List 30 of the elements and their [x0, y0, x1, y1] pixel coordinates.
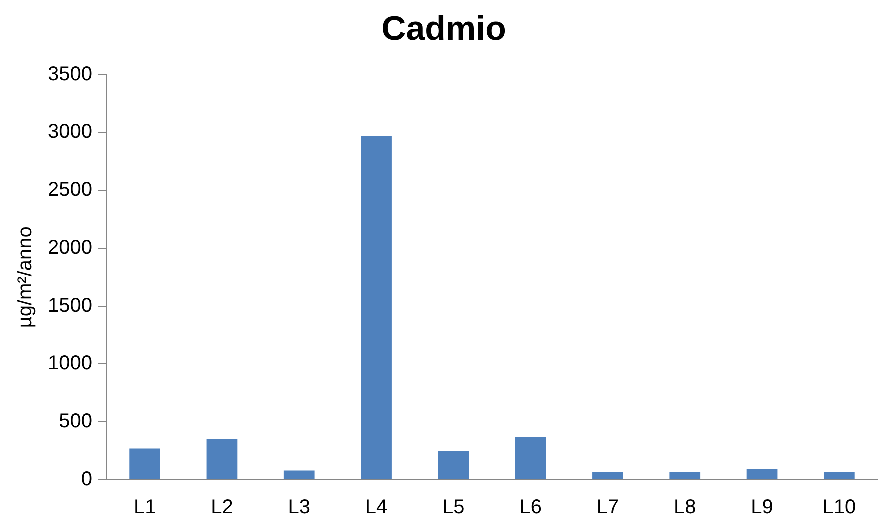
bar [592, 472, 624, 480]
x-tick-label: L7 [596, 496, 620, 519]
x-tick-label: L1 [134, 496, 156, 519]
x-tick-label: L10 [822, 496, 856, 519]
chart-title: Cadmio [382, 10, 506, 48]
x-tick-label: L8 [674, 496, 696, 519]
bar [206, 439, 238, 480]
x-tick-label: L3 [288, 496, 310, 519]
bar [130, 448, 160, 480]
y-tick-label: 3000 [48, 121, 92, 144]
bar [746, 469, 778, 480]
y-tick-label: 2500 [48, 179, 92, 202]
y-tick-label: 500 [59, 410, 92, 433]
bar [284, 470, 315, 480]
x-tick-label: L9 [751, 496, 774, 519]
x-tick-label: L4 [365, 496, 388, 519]
y-tick-label: 1000 [48, 352, 92, 375]
x-tick-label: L6 [520, 496, 542, 519]
y-tick-label: 1500 [48, 294, 92, 317]
y-tick-label: 0 [81, 468, 92, 491]
bar [670, 472, 701, 480]
bar [438, 451, 470, 480]
x-tick-label: L5 [442, 496, 465, 519]
bar [824, 472, 855, 480]
y-axis-title: µg/m²/anno [14, 226, 37, 328]
bar [515, 437, 546, 480]
y-tick-label: 2000 [48, 236, 92, 259]
y-tick-label: 3500 [48, 63, 92, 86]
bar [361, 136, 392, 480]
x-tick-label: L2 [211, 496, 234, 519]
